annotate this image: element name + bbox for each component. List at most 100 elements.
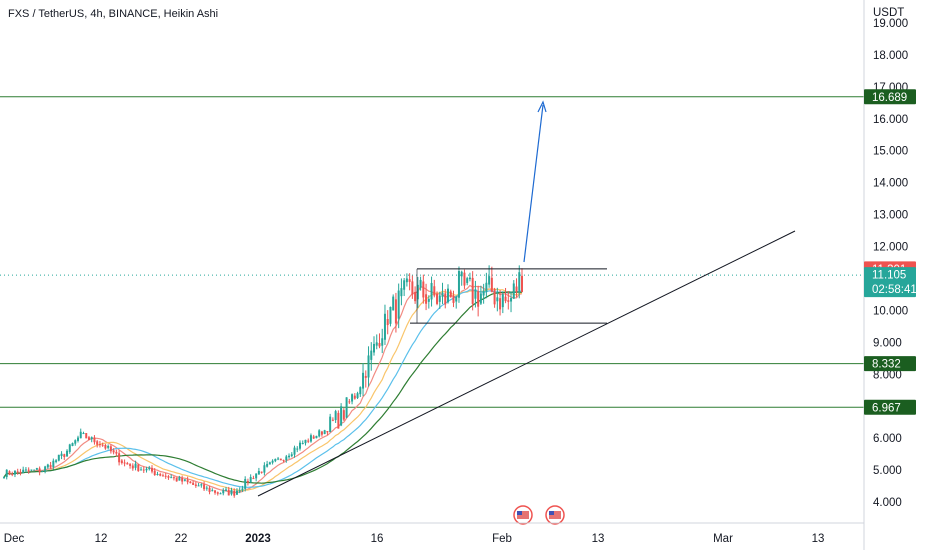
candle-body <box>216 492 219 494</box>
target-arrow-head <box>537 100 547 113</box>
candle-body <box>367 355 370 378</box>
candle-body <box>293 447 296 455</box>
candle-body <box>24 469 27 471</box>
candle-body <box>518 272 521 291</box>
candle-body <box>320 431 323 435</box>
horizontal-levels <box>0 96 864 408</box>
candle-body <box>318 430 321 437</box>
candles <box>3 265 523 498</box>
candle-body <box>348 401 351 403</box>
candle-body <box>315 435 318 439</box>
candle-body <box>323 430 326 435</box>
flag-stripes <box>517 511 529 519</box>
candle-body <box>129 464 132 466</box>
x-tick-label: 16 <box>371 533 384 545</box>
candle-body <box>153 470 156 476</box>
y-tick-label: 14.000 <box>873 178 908 190</box>
candle-body <box>233 490 236 496</box>
candle-body <box>351 394 354 402</box>
candle-body <box>38 468 41 473</box>
candle-body <box>109 446 112 452</box>
candle-body <box>227 489 230 496</box>
candle-body <box>425 294 428 304</box>
price-badge <box>864 89 916 105</box>
candle-body <box>82 433 85 435</box>
price-badge <box>864 399 916 415</box>
candle-body <box>79 431 82 439</box>
candle-body <box>16 471 19 473</box>
candle-body <box>13 470 16 475</box>
price-axis: 4.0005.0006.0007.0008.0009.00010.00011.0… <box>863 0 908 550</box>
chart-title: FXS / TetherUS, 4h, BINANCE, Heikin Ashi <box>8 8 218 20</box>
candle-body <box>11 473 14 475</box>
trend-line <box>257 230 796 497</box>
candle-body <box>260 471 263 473</box>
candle-body <box>19 471 22 474</box>
candle-body <box>120 460 123 464</box>
candle-body <box>49 465 52 468</box>
price-badge-label: 6.967 <box>872 402 901 414</box>
y-tick-label: 5.000 <box>873 465 902 477</box>
candle-body <box>35 468 38 470</box>
candle-body <box>208 487 211 492</box>
candle-body <box>447 288 449 303</box>
candle-body <box>378 343 381 347</box>
event-flag-icon <box>545 505 565 525</box>
y-tick-label: 9.000 <box>873 337 902 349</box>
candle-body <box>22 469 25 473</box>
candle-body <box>156 473 159 475</box>
candle-body <box>230 489 233 495</box>
price-badge-label: 11.105 <box>872 270 906 282</box>
candle-body <box>52 460 55 468</box>
x-tick-label: Dec <box>4 533 25 545</box>
price-badge-label: 16.689 <box>872 92 907 104</box>
candle-body <box>441 292 444 297</box>
candle-body <box>66 450 69 457</box>
candle-body <box>90 437 93 440</box>
candle-body <box>408 279 411 282</box>
candle-body <box>373 343 375 353</box>
candle-body <box>183 479 186 481</box>
candle-body <box>46 464 49 468</box>
candle-body <box>419 279 422 288</box>
candle-body <box>197 485 200 487</box>
candle-body <box>433 286 436 296</box>
candle-body <box>115 451 118 454</box>
candle-body <box>96 441 99 445</box>
candle-body <box>200 484 203 486</box>
candle-body <box>214 490 217 493</box>
candle-body <box>164 475 167 477</box>
candle-body <box>296 448 299 450</box>
candle-body <box>307 440 310 442</box>
candle-body <box>512 283 515 299</box>
candle-body <box>444 293 447 305</box>
candle-body <box>282 459 285 461</box>
time-axis: Dec 12 22 2023 16 Feb 13 Mar 13 <box>0 522 864 545</box>
candle-body <box>422 281 425 298</box>
candle-body <box>427 298 430 302</box>
candle-body <box>107 445 110 448</box>
candle-body <box>225 489 227 491</box>
candle-body <box>370 350 373 360</box>
candle-body <box>74 440 77 444</box>
ma-medium <box>3 287 523 492</box>
candle-body <box>181 477 184 482</box>
candle-body <box>44 466 47 472</box>
candle-body <box>392 296 395 311</box>
candle-body <box>449 291 452 298</box>
candle-body <box>118 453 121 463</box>
candle-body <box>205 487 208 489</box>
candle-body <box>68 444 71 452</box>
x-tick-label: 12 <box>95 533 108 545</box>
y-tick-label: 13.000 <box>873 210 908 222</box>
candle-body <box>244 479 247 489</box>
candle-body <box>457 270 460 298</box>
candle-body <box>266 463 269 467</box>
candle-body <box>490 277 493 292</box>
candle-body <box>389 306 392 324</box>
candle-body <box>142 469 145 471</box>
candle-body <box>353 395 356 399</box>
candle-body <box>8 471 11 475</box>
